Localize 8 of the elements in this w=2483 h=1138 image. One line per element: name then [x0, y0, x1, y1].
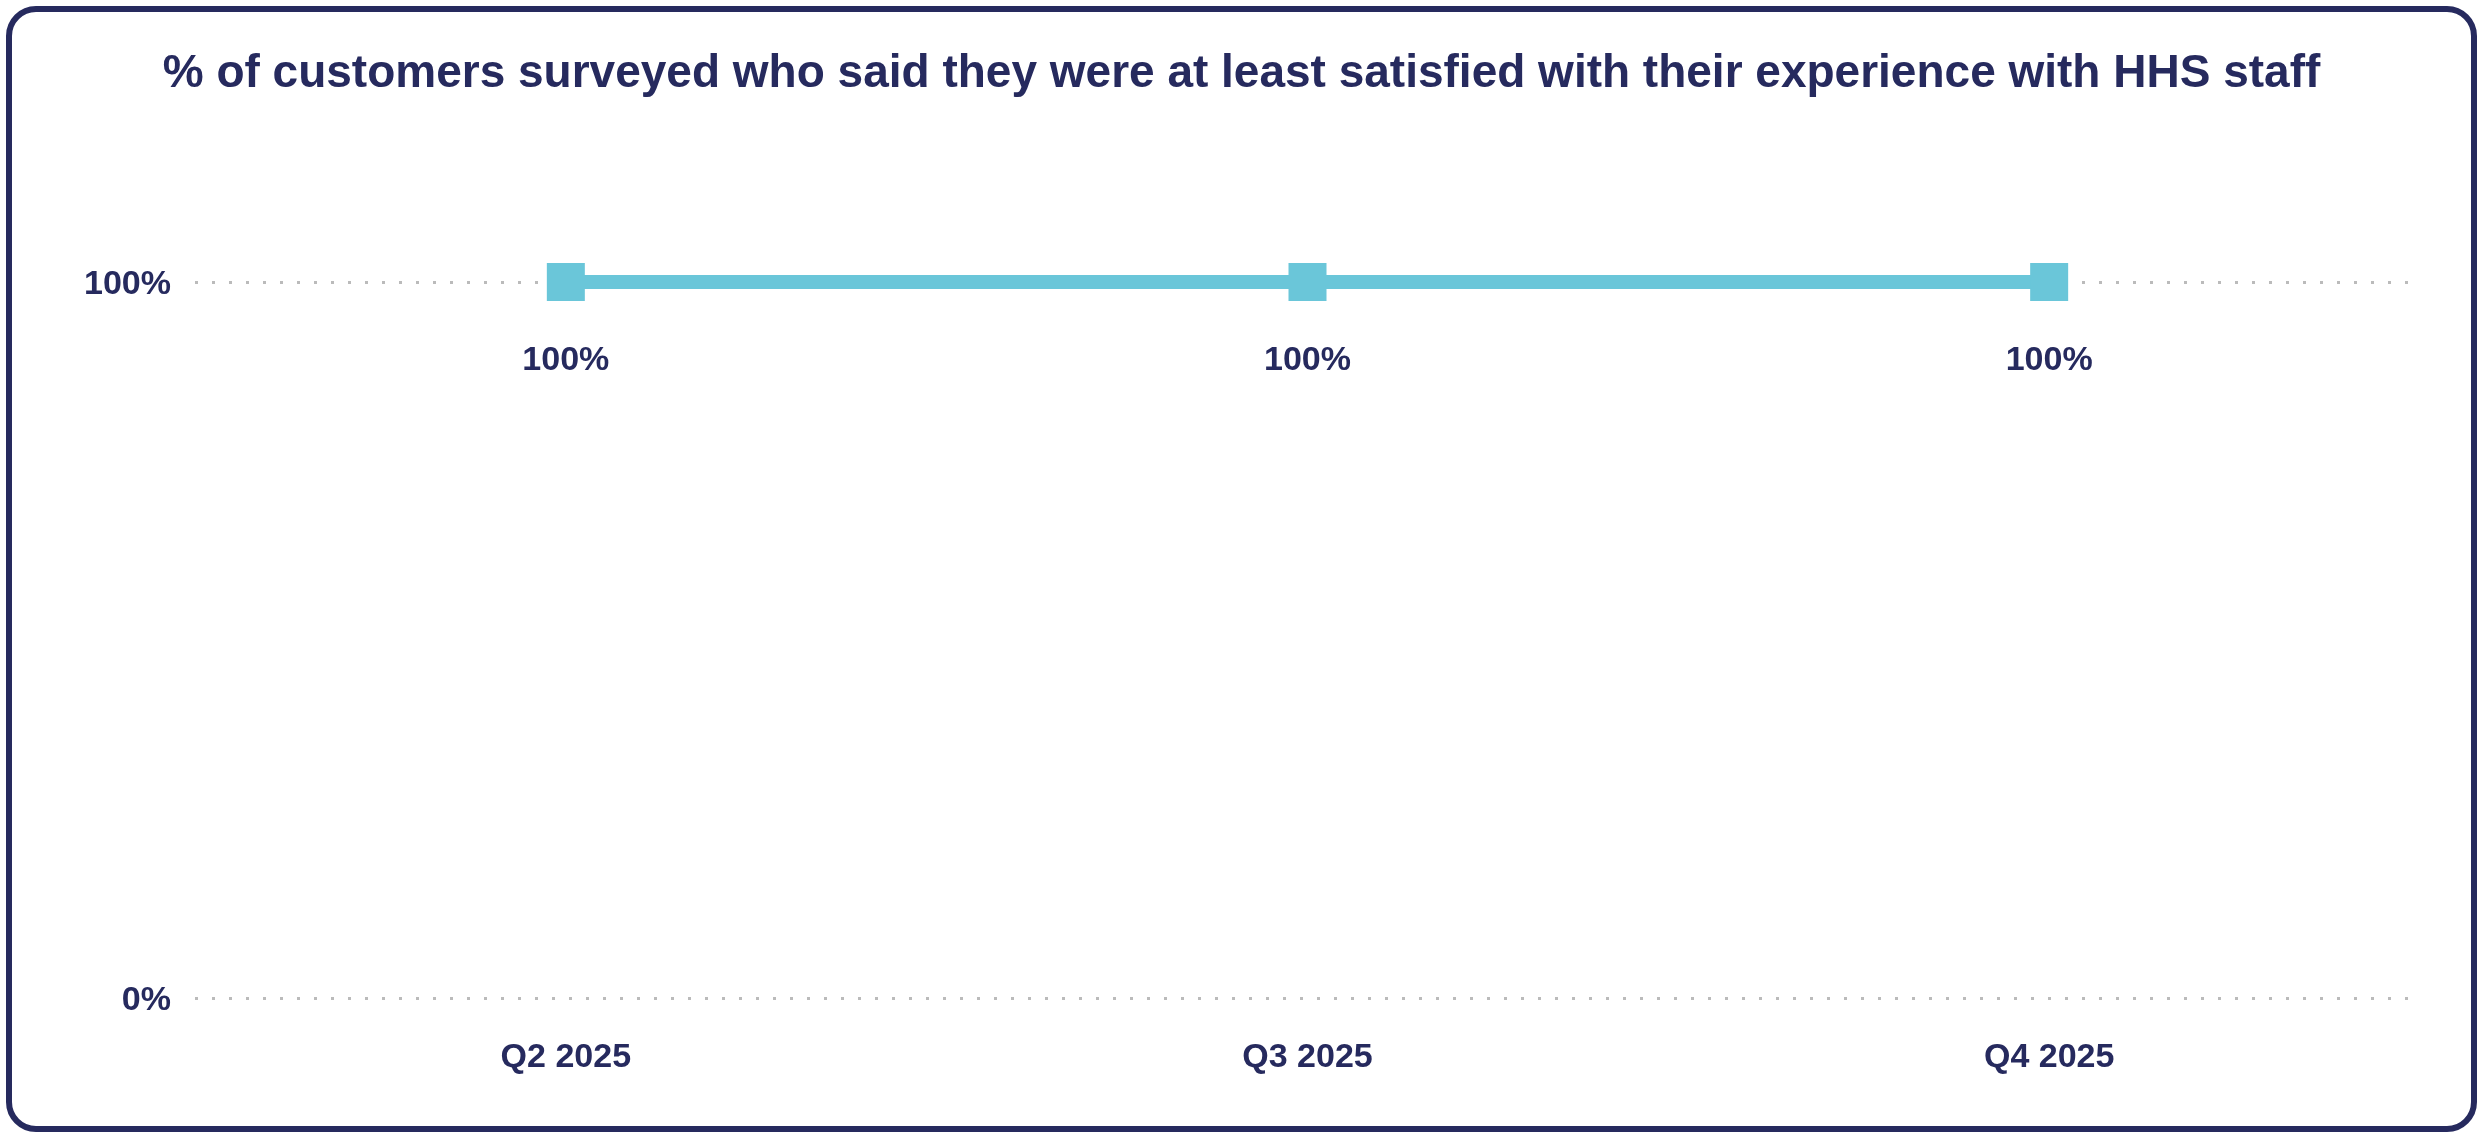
x-tick-label: Q4 2025 [1983, 1036, 2115, 1074]
y-tick-label: 0% [121, 979, 171, 1017]
data-label: 100% [522, 339, 610, 377]
x-tick-label: Q2 2025 [500, 1036, 632, 1074]
chart-title: % of customers surveyed who said they were at least satisfied with their experience with HHS staff [162, 45, 2321, 97]
data-label: 100% [2005, 339, 2093, 377]
data-label: 100% [1264, 339, 1351, 377]
x-tick-label: Q3 2025 [1242, 1036, 1373, 1074]
